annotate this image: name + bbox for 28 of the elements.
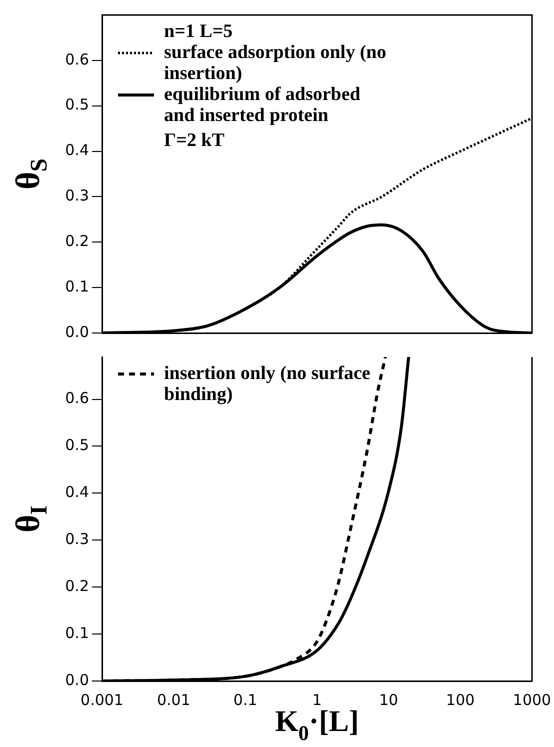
legend-label: equilibrium of adsorbed and inserted protein bbox=[164, 84, 361, 126]
y-tick-label: 0.2 bbox=[65, 576, 89, 595]
y-tick-label: 0.2 bbox=[65, 232, 89, 250]
x-tick-label: 1000 bbox=[512, 690, 552, 709]
y-tick-label: 0.3 bbox=[65, 530, 89, 548]
y-tick-label: 0.0 bbox=[65, 670, 89, 689]
y-axis-title: θS bbox=[10, 158, 52, 190]
y-tick-label: 0.4 bbox=[65, 141, 89, 160]
y-tick-label: 0.1 bbox=[65, 624, 89, 642]
x-tick-label: 0.01 bbox=[156, 690, 190, 709]
legend-label: insertion only (no surface binding) bbox=[164, 362, 370, 405]
y-tick-label: 0.0 bbox=[65, 322, 89, 341]
x-tick-label: 0.001 bbox=[80, 690, 124, 709]
legend-label: surface adsorption only (no insertion) bbox=[164, 42, 386, 84]
y-tick-label: 0.3 bbox=[65, 186, 89, 205]
x-tick-label: 10 bbox=[379, 690, 398, 709]
annotation: n=1 L=5 bbox=[164, 20, 233, 42]
y-axis-title: θI bbox=[10, 505, 52, 533]
y-tick-label: 0.4 bbox=[65, 483, 89, 502]
x-tick-label: 0.1 bbox=[233, 690, 258, 709]
annotation: Γ=2 kT bbox=[164, 130, 225, 151]
y-tick-label: 0.6 bbox=[65, 389, 89, 408]
y-tick-label: 0.5 bbox=[65, 436, 89, 454]
y-tick-label: 0.5 bbox=[65, 96, 89, 114]
x-tick-label: 100 bbox=[446, 690, 475, 709]
y-tick-label: 0.1 bbox=[65, 277, 89, 296]
y-tick-label: 0.6 bbox=[65, 50, 89, 68]
x-tick-label: 1 bbox=[312, 690, 322, 709]
